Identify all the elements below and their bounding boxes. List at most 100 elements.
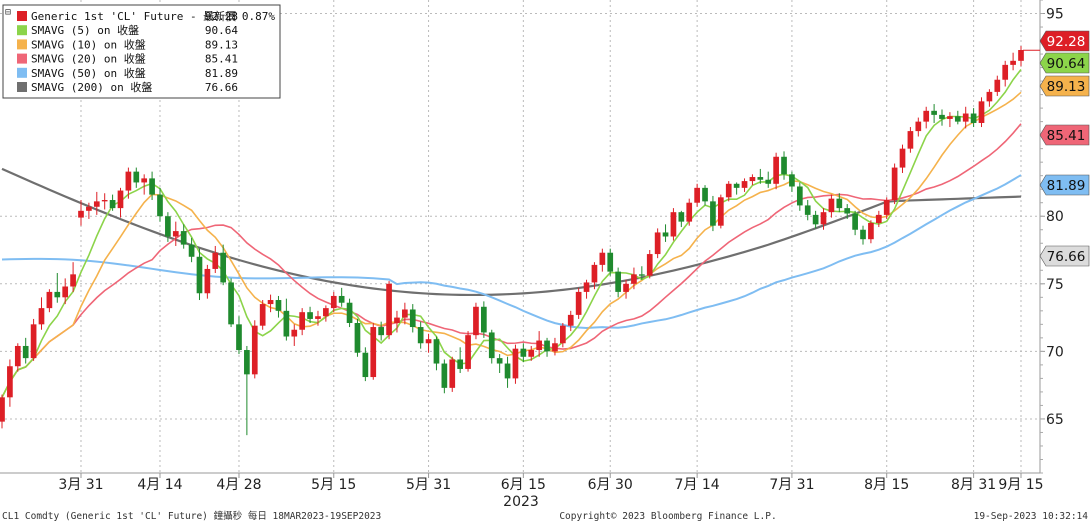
candle-body bbox=[496, 358, 503, 364]
x-tick-label: 5月 31 bbox=[406, 477, 451, 493]
candle-body bbox=[220, 252, 227, 283]
candle-body bbox=[883, 200, 890, 215]
candle-body bbox=[346, 302, 353, 323]
candle-body bbox=[7, 366, 13, 398]
badge-value: 85.41 bbox=[1047, 128, 1086, 144]
candle-body bbox=[457, 359, 463, 369]
candle-body bbox=[1018, 50, 1024, 61]
candle-body bbox=[307, 312, 313, 319]
candle-body bbox=[417, 327, 424, 344]
legend-series-value: 85.41 bbox=[205, 53, 238, 66]
candle-body bbox=[46, 291, 53, 309]
candle-body bbox=[860, 229, 866, 240]
sma-200-line bbox=[1, 167, 1022, 297]
candle-body bbox=[204, 268, 211, 294]
candle-body bbox=[962, 113, 969, 122]
candle-body bbox=[868, 222, 874, 240]
candle-body bbox=[481, 306, 487, 333]
candle-body bbox=[149, 178, 155, 195]
candle-body bbox=[765, 179, 772, 184]
moving-average-lines bbox=[1, 68, 1022, 398]
candle-body bbox=[939, 114, 945, 119]
badge-shape bbox=[1039, 124, 1090, 146]
candle-body bbox=[702, 187, 708, 202]
x-tick-label: 7月 31 bbox=[769, 477, 814, 493]
badge-value: 76.66 bbox=[1047, 249, 1086, 265]
candle-body bbox=[978, 101, 985, 123]
candle-body bbox=[386, 283, 392, 336]
candle-body bbox=[875, 214, 882, 223]
candle-body bbox=[741, 181, 748, 188]
candle-body bbox=[789, 174, 795, 187]
y-tick-label: 95 bbox=[1046, 7, 1064, 23]
candle-body bbox=[504, 363, 511, 379]
candle-body bbox=[488, 332, 495, 359]
sma-5-line bbox=[1, 68, 1022, 398]
candle-body bbox=[654, 232, 661, 255]
x-tick-label: 6月 30 bbox=[588, 477, 633, 493]
candle-body bbox=[133, 171, 140, 183]
legend-swatch bbox=[17, 53, 27, 64]
candle-body bbox=[236, 324, 242, 351]
candle-body bbox=[931, 110, 937, 115]
grid-lines bbox=[0, 0, 1040, 473]
badge-value: 81.89 bbox=[1047, 178, 1086, 194]
candle-body bbox=[78, 210, 84, 218]
candle-body bbox=[615, 271, 621, 292]
candle-body bbox=[623, 283, 629, 292]
candle-body bbox=[14, 345, 21, 367]
candle-body bbox=[117, 190, 124, 209]
candle-body bbox=[812, 214, 819, 225]
x-tick-label: 4月 14 bbox=[137, 477, 182, 493]
badge-shape bbox=[1039, 245, 1090, 267]
candle-body bbox=[1010, 60, 1016, 65]
y-tick-label: 70 bbox=[1046, 344, 1064, 360]
legend-series-name: SMAVG (20) on 收盤 bbox=[31, 52, 146, 66]
candle-body bbox=[101, 200, 108, 202]
badge-shape bbox=[1039, 174, 1090, 196]
candle-body bbox=[378, 327, 385, 336]
candle-body bbox=[267, 300, 274, 305]
candle-body bbox=[986, 91, 993, 102]
candle-body bbox=[38, 308, 45, 325]
candle-body bbox=[172, 231, 179, 237]
candle-body bbox=[141, 178, 148, 183]
candle-body bbox=[733, 183, 740, 188]
y-tick-label: 80 bbox=[1046, 209, 1064, 225]
legend-series-change: 0.87% bbox=[242, 10, 275, 23]
candle-body bbox=[638, 274, 645, 276]
candle-body bbox=[567, 314, 574, 326]
candle-body bbox=[899, 148, 906, 168]
badge-shape bbox=[1039, 52, 1090, 74]
y-tick-label: 75 bbox=[1046, 277, 1064, 293]
footer: CL1 Comdty (Generic 1st 'CL' Future) 鐘攝秒… bbox=[2, 510, 1088, 522]
badge-value: 90.64 bbox=[1047, 56, 1086, 72]
candle-body bbox=[560, 325, 566, 344]
candle-body bbox=[54, 291, 61, 298]
y-tick-label: 65 bbox=[1046, 412, 1064, 428]
last-value-badge: 81.89 bbox=[1039, 174, 1090, 196]
candle-body bbox=[228, 282, 234, 325]
candle-body bbox=[646, 254, 653, 276]
legend-collapse-icon[interactable]: ⊟ bbox=[5, 7, 11, 18]
footer-copyright: Copyright© 2023 Bloomberg Finance L.P. bbox=[559, 511, 776, 522]
candle-body bbox=[338, 295, 345, 303]
candle-body bbox=[662, 232, 669, 237]
candle-body bbox=[631, 274, 637, 284]
legend-swatch bbox=[17, 11, 27, 21]
badge-shape bbox=[1039, 75, 1090, 97]
candle-body bbox=[670, 212, 677, 237]
legend-series-value: 81.89 bbox=[205, 67, 238, 80]
candle-body bbox=[409, 309, 416, 328]
candle-body bbox=[433, 339, 440, 364]
last-value-badge: 76.66 bbox=[1039, 245, 1090, 267]
candle-body bbox=[362, 352, 369, 378]
candle-body bbox=[30, 324, 37, 359]
candle-body bbox=[844, 208, 851, 214]
candle-body bbox=[299, 312, 306, 330]
candle-body bbox=[93, 201, 100, 207]
candle-body bbox=[686, 202, 693, 222]
legend-series-name: SMAVG (200) on 收盤 bbox=[31, 80, 152, 94]
candle-body bbox=[370, 327, 377, 378]
legend-series-name: Generic 1st 'CL' Future - 最新價 bbox=[31, 9, 236, 23]
